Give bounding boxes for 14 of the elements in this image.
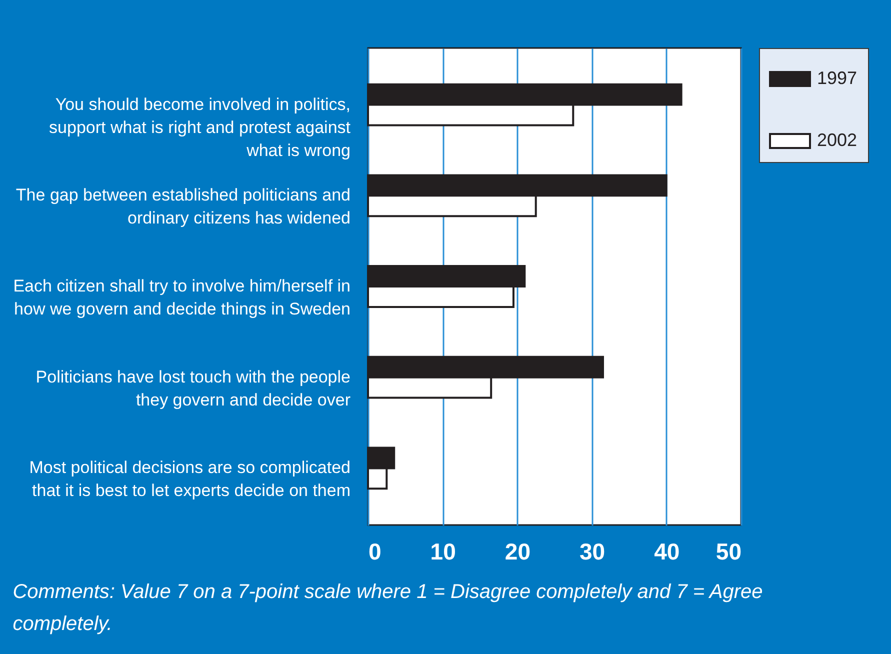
y-tick-label: The gap between established politicians and ordinary citizens has widened (16, 186, 350, 228)
x-tick-label: 20 (504, 538, 530, 564)
text: Comments: Value 7 on a 7-point scale where 1 = Disagree completely and 7 = Agree completely. (12, 581, 763, 635)
x-tick-label: 50 (716, 538, 742, 564)
legend-label: 1997 (817, 68, 858, 88)
x-tick-label: 40 (654, 538, 680, 564)
x-tick-label: 10 (430, 538, 456, 564)
y-tick-label: You should become involved in politics, support what is right and protest against what is wrong (49, 94, 351, 160)
legend-label: 2002 (817, 130, 858, 150)
y-tick-label: Most political decisions are so complicated that it is best to let experts decide on them (29, 458, 350, 500)
y-tick-label: Each citizen shall try to involve him/herself in how we govern and decide things in Sweden (13, 276, 350, 318)
y-tick-label: Politicians have lost touch with the people they govern and decide over (36, 367, 351, 410)
x-tick-label: 0 (368, 538, 382, 564)
x-tick-label: 30 (580, 538, 606, 564)
